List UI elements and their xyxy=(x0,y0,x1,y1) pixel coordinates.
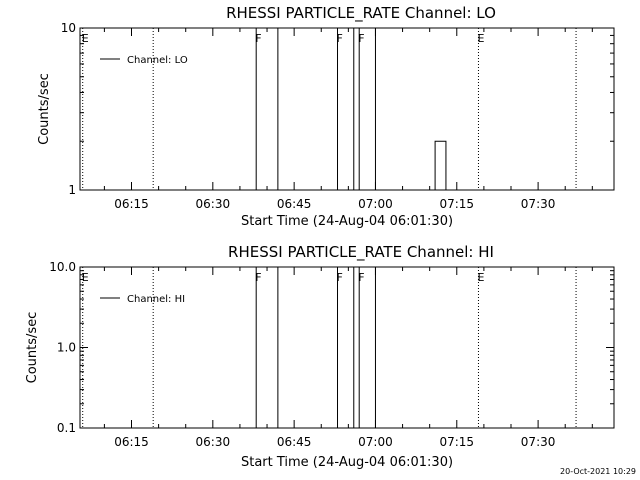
x-tick-label: 07:30 xyxy=(521,197,556,211)
footer-timestamp: 20-Oct-2021 10:29 xyxy=(560,467,636,476)
x-tick-label: 06:15 xyxy=(114,197,149,211)
legend-label: Channel: HI xyxy=(127,294,185,305)
x-tick-label: 07:15 xyxy=(439,435,474,449)
marker-label: F xyxy=(358,32,364,45)
marker-label: F xyxy=(255,32,261,45)
x-tick-label: 06:30 xyxy=(196,435,231,449)
marker-label: F xyxy=(337,32,343,45)
y-tick-label: 10.0 xyxy=(49,260,76,274)
marker-label: E xyxy=(477,271,484,284)
x-axis-label: Start Time (24-Aug-04 06:01:30) xyxy=(241,214,453,229)
x-tick-label: 07:15 xyxy=(439,197,474,211)
x-tick-label: 06:45 xyxy=(277,197,312,211)
marker-label: F xyxy=(358,271,364,284)
y-tick-label: 1 xyxy=(68,183,76,197)
marker-label: F xyxy=(255,271,261,284)
marker-label: E xyxy=(82,271,89,284)
chart-title: RHESSI PARTICLE_RATE Channel: LO xyxy=(226,4,496,23)
x-tick-label: 06:30 xyxy=(196,197,231,211)
plot-frame xyxy=(79,27,615,191)
x-tick-label: 06:45 xyxy=(277,435,312,449)
y-axis-label: Counts/sec xyxy=(37,73,52,145)
y-tick-label: 10 xyxy=(61,21,76,35)
y-tick-label: 0.1 xyxy=(57,421,76,435)
marker-label: E xyxy=(82,32,89,45)
chart-title: RHESSI PARTICLE_RATE Channel: HI xyxy=(228,243,494,262)
plot-frame xyxy=(79,266,615,429)
x-tick-label: 07:00 xyxy=(358,435,393,449)
x-tick-label: 07:00 xyxy=(358,197,393,211)
marker-label: E xyxy=(477,32,484,45)
y-axis-label: Counts/sec xyxy=(25,312,40,384)
y-tick-label: 1.0 xyxy=(57,341,76,355)
x-tick-label: 07:30 xyxy=(521,435,556,449)
x-tick-label: 06:15 xyxy=(114,435,149,449)
legend-label: Channel: LO xyxy=(127,55,188,66)
lo-channel-panel: RHESSI PARTICLE_RATE Channel: LO 1 10 06:15… xyxy=(37,4,615,229)
hi-channel-panel: RHESSI PARTICLE_RATE Channel: HI 0.1 1.0 10… xyxy=(25,243,615,470)
marker-label: F xyxy=(337,271,343,284)
series-line xyxy=(434,140,447,190)
x-axis-label: Start Time (24-Aug-04 06:01:30) xyxy=(241,455,453,470)
